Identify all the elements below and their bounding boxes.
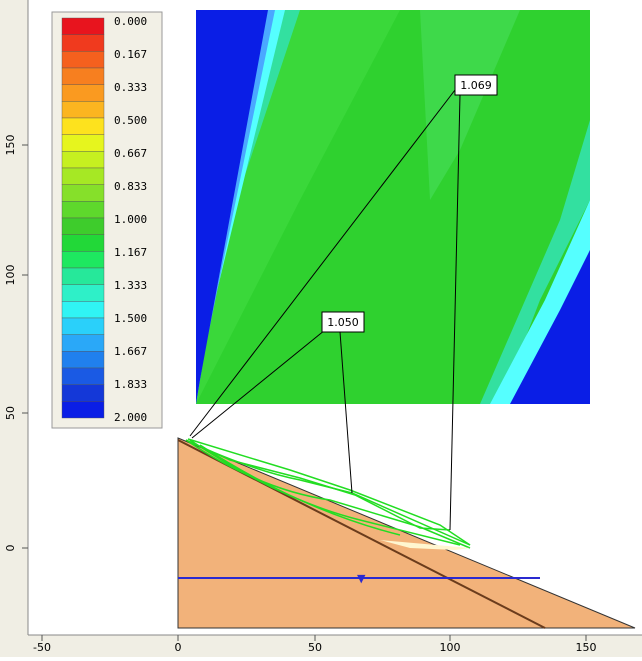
slip-surfaces [185, 438, 471, 549]
y-ruler [0, 0, 28, 635]
legend-label: 0.500 [114, 114, 147, 127]
x-tick-label: 150 [576, 641, 597, 654]
legend-label: 0.167 [114, 48, 147, 61]
legend-swatch [61, 301, 105, 319]
legend-swatch [61, 317, 105, 335]
legend-swatch [61, 67, 105, 85]
annotation: 1.069 [460, 79, 492, 92]
legend-label: 0.667 [114, 147, 147, 160]
water-symbol: ▼ [357, 572, 366, 585]
legend-swatch [61, 334, 105, 352]
legend-swatch [61, 384, 105, 402]
legend-swatch [61, 217, 105, 235]
legend-label: 0.000 [114, 15, 147, 28]
legend-swatch [61, 101, 105, 119]
x-ruler [0, 635, 642, 657]
annotation-box [321, 311, 365, 333]
slope-material [177, 437, 636, 629]
legend-swatch [61, 234, 105, 252]
legend-swatch [61, 17, 105, 35]
legend-label: 1.667 [114, 345, 147, 358]
heatmap [196, 10, 590, 404]
legend-label: 0.333 [114, 81, 147, 94]
x-tick-label: 50 [308, 641, 322, 654]
x-tick-label: 0 [175, 641, 182, 654]
legend-label: 1.000 [114, 213, 147, 226]
legend-swatch [61, 151, 105, 169]
legend-swatch [61, 201, 105, 219]
annotation-lines [189, 89, 461, 531]
legend-swatch [61, 134, 105, 152]
legend-swatch [61, 284, 105, 302]
legend-label: 1.333 [114, 279, 147, 292]
legend-swatch [61, 84, 105, 102]
y-tick-label: 50 [4, 406, 17, 420]
y-tick-label: 150 [4, 135, 17, 156]
legend-swatch [61, 401, 105, 419]
legend-swatch [61, 51, 105, 69]
legend-label: 1.833 [114, 378, 147, 391]
y-tick-label: 100 [4, 265, 17, 286]
annotation-box [454, 74, 498, 96]
x-tick-label: 100 [440, 641, 461, 654]
legend-swatch [61, 117, 105, 135]
legend-label: 1.500 [114, 312, 147, 325]
slip-fill [380, 540, 470, 550]
legend-swatch [61, 184, 105, 202]
legend-swatch [61, 367, 105, 385]
legend-swatch [61, 34, 105, 52]
annotation: 1.050 [327, 316, 359, 329]
legend-label: 1.167 [114, 246, 147, 259]
y-tick-label: 0 [4, 545, 17, 552]
legend-label: 2.000 [114, 411, 147, 424]
legend-label: 0.833 [114, 180, 147, 193]
legend-swatch [61, 351, 105, 369]
legend-swatch [61, 267, 105, 285]
legend-swatch [61, 251, 105, 269]
legend-swatch [61, 167, 105, 185]
x-tick-label: -50 [33, 641, 51, 654]
